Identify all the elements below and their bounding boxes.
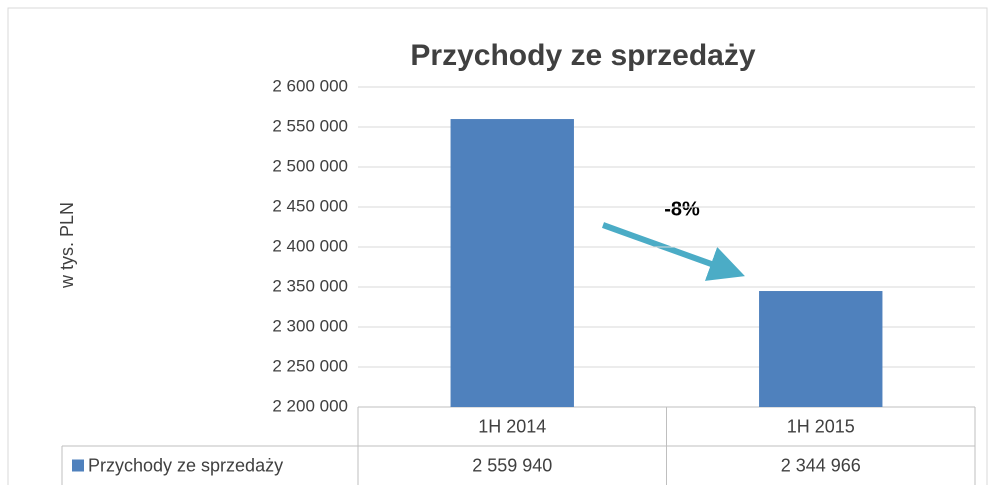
y-tick-label: 2 250 000 (272, 356, 348, 375)
bar (450, 119, 574, 407)
data-table-value: 2 344 966 (781, 455, 861, 475)
annotation: -8% (664, 198, 700, 220)
y-tick-label: 2 200 000 (272, 396, 348, 415)
x-tick-label: 1H 2014 (478, 416, 546, 436)
data-table-value: 2 559 940 (472, 455, 552, 475)
y-tick-label: 2 350 000 (272, 276, 348, 295)
y-tick-label: 2 450 000 (272, 196, 348, 215)
y-tick-label: 2 300 000 (272, 316, 348, 335)
y-tick-label: 2 550 000 (272, 116, 348, 135)
y-tick-label: 2 400 000 (272, 236, 348, 255)
y-tick-label: 2 600 000 (272, 76, 348, 95)
y-tick-label: 2 500 000 (272, 156, 348, 175)
chart-title: Przychody ze sprzedaży (410, 39, 755, 72)
y-axis-label: w tys. PLN (57, 202, 77, 289)
legend-label: Przychody ze sprzedaży (88, 455, 283, 475)
bar (759, 291, 883, 407)
x-tick-label: 1H 2015 (787, 416, 855, 436)
legend-key (72, 459, 84, 472)
